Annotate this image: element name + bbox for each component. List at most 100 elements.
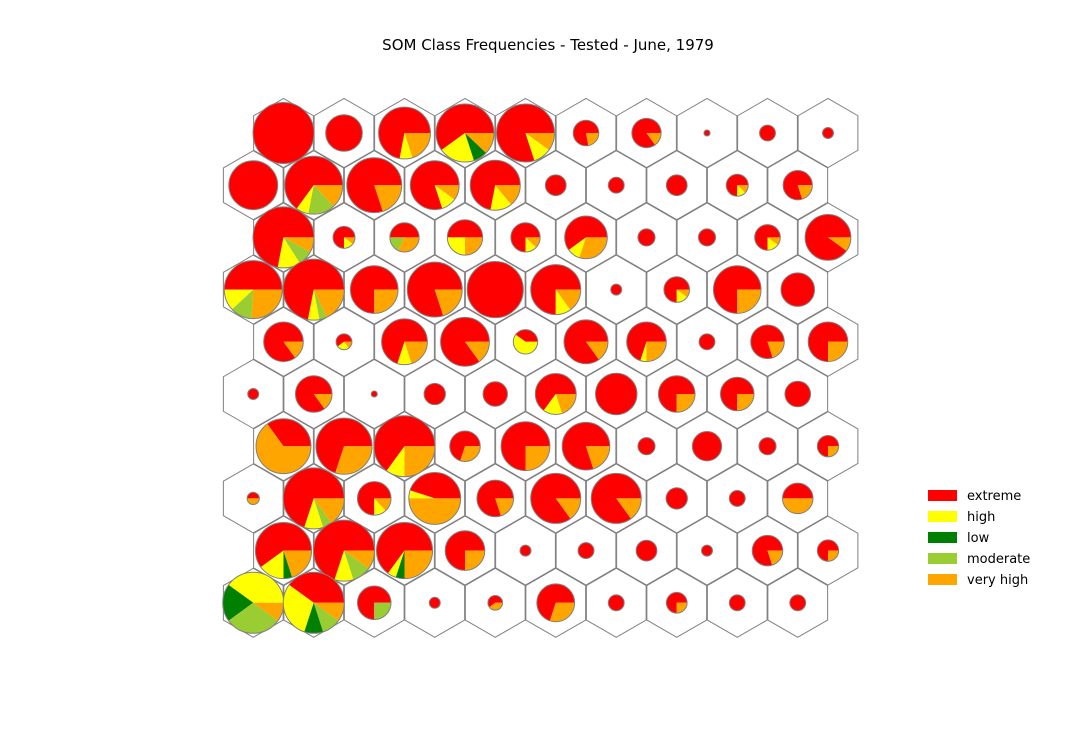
pie-slice-very-high <box>767 341 785 358</box>
hex-cell <box>343 358 405 430</box>
pie-slice-extreme <box>595 372 638 416</box>
hex-cell <box>797 411 859 482</box>
pie-chart <box>223 260 283 320</box>
hex-cell <box>374 306 435 377</box>
pie-chart <box>228 160 279 211</box>
pie-slice-very-high <box>586 133 599 146</box>
pie-slice-very-high <box>404 341 428 364</box>
pie-chart <box>512 329 539 355</box>
hex-cell <box>616 411 677 482</box>
pie-chart <box>697 228 717 247</box>
hex-cell <box>525 463 587 534</box>
pie-slice-extreme <box>252 206 314 268</box>
pie-outline <box>725 173 749 197</box>
pie-slice-moderate <box>313 498 332 528</box>
pie-slice-extreme <box>535 373 577 411</box>
pie-slice-extreme <box>591 473 642 524</box>
pie-slice-very-high <box>495 185 521 205</box>
hex-cell <box>676 306 738 377</box>
pie-chart <box>378 106 431 160</box>
pie-slice-very-high <box>767 237 781 245</box>
pie-slice-extreme <box>519 544 532 557</box>
hex-cell <box>555 306 617 377</box>
pie-chart <box>577 542 595 560</box>
hex-cell <box>646 150 708 221</box>
pie-slice-very-high <box>586 341 608 360</box>
hex-cell <box>283 567 345 638</box>
pie-chart <box>816 539 840 562</box>
pie-outline <box>496 103 555 163</box>
hex-cell <box>646 567 708 638</box>
pie-outline <box>349 265 399 314</box>
hex-cell <box>283 463 345 534</box>
pie-slice-extreme <box>378 107 431 159</box>
pie-slice-very-high <box>767 550 783 566</box>
pie-outline <box>750 324 785 360</box>
pie-slice-high <box>543 394 563 415</box>
pie-chart <box>607 176 625 194</box>
pie-slice-extreme <box>544 174 567 197</box>
pie-slice-extreme <box>295 375 333 413</box>
hex-cell <box>222 150 284 221</box>
pie-slice-very-high <box>344 550 375 569</box>
pie-chart <box>563 319 609 365</box>
pie-outline <box>294 375 333 413</box>
legend-label-moderate: moderate <box>967 552 1030 567</box>
pie-chart <box>698 333 716 351</box>
pie-chart <box>789 594 807 612</box>
pie-outline <box>469 159 521 211</box>
pie-slice-extreme <box>370 390 378 398</box>
hex-cell <box>404 463 466 534</box>
pie-outline <box>563 319 609 365</box>
hex-cell <box>464 463 526 534</box>
pie-chart <box>665 591 688 614</box>
hex-cell <box>797 97 859 169</box>
pie-outline <box>712 265 762 314</box>
pie-slice-very-high <box>335 446 373 475</box>
pie-chart <box>482 381 508 407</box>
hex-cell <box>555 202 617 273</box>
pie-slice-extreme <box>410 160 460 210</box>
pie-slice-extreme <box>564 216 608 250</box>
pie-outline <box>263 321 304 363</box>
pie-slice-high <box>640 341 647 362</box>
pie-outline <box>435 103 495 163</box>
pie-slice-low <box>465 133 487 161</box>
pie-slice-high <box>296 185 314 214</box>
pie-chart <box>665 487 688 510</box>
pie-chart <box>294 375 333 413</box>
pie-slice-high <box>337 341 349 350</box>
pie-outline <box>754 224 781 251</box>
pie-slice-very-high <box>555 394 577 414</box>
pie-slice-very-high <box>313 498 345 524</box>
pie-outline <box>782 170 813 201</box>
pie-chart <box>807 321 849 363</box>
pie-outline <box>255 418 312 475</box>
hex-cell <box>676 411 738 482</box>
pie-slice-very-high <box>344 237 355 244</box>
pie-slice-moderate <box>389 237 405 251</box>
pie-slice-very-high <box>313 185 343 207</box>
hex-cell <box>464 358 526 430</box>
pie-outline <box>389 222 420 253</box>
pie-slice-very-high <box>489 602 503 611</box>
pie-slice-very-high <box>374 185 402 212</box>
pie-outline <box>332 225 356 249</box>
pie-outline <box>564 215 608 260</box>
pie-outline <box>254 522 313 580</box>
pie-chart <box>246 491 260 505</box>
hex-cell <box>737 97 798 169</box>
pie-chart <box>610 283 623 296</box>
pie-slice-moderate <box>313 602 339 632</box>
hex-cell <box>767 567 829 638</box>
pie-slice-extreme <box>252 102 315 164</box>
pie-slice-extreme <box>697 228 717 247</box>
pie-chart <box>635 539 658 562</box>
pie-chart <box>530 472 582 524</box>
pie-slice-extreme <box>577 542 595 560</box>
pie-chart <box>346 157 403 214</box>
pie-slice-moderate <box>313 289 327 320</box>
pie-chart <box>784 380 812 408</box>
pie-slice-extreme <box>610 283 623 296</box>
